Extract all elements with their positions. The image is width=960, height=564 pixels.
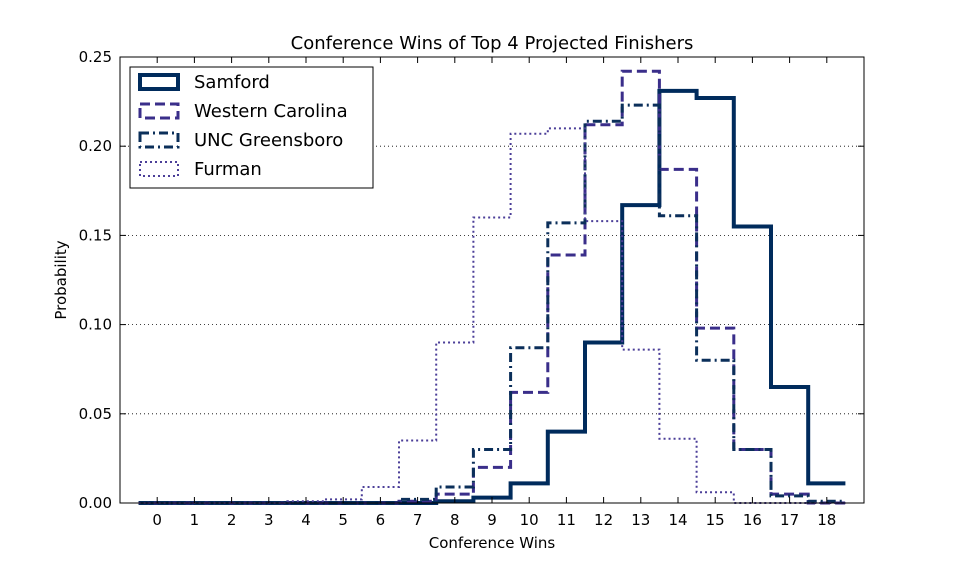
x-tick-label: 5 (338, 511, 348, 529)
legend-label: Furman (194, 159, 262, 180)
legend-swatch (139, 161, 179, 177)
x-tick-label: 11 (557, 511, 576, 529)
x-tick-label: 9 (487, 511, 497, 529)
tick-layer: 0 1 2 3 4 5 6 7 8 9 10 11 12 13 14 15 16 17 180.000.050.10… (79, 48, 864, 529)
x-axis-label: Conference Wins (429, 534, 556, 552)
x-tick-label: 2 (227, 511, 237, 529)
y-tick-label: 0.25 (79, 48, 112, 66)
x-tick-label: 15 (706, 511, 725, 529)
chart-title: Conference Wins of Top 4 Projected Finis… (291, 33, 694, 54)
x-tick-label: 12 (594, 511, 613, 529)
x-tick-label: 3 (264, 511, 274, 529)
x-tick-label: 16 (743, 511, 762, 529)
x-tick-label: 8 (450, 511, 460, 529)
y-tick-label: 0.10 (79, 316, 112, 334)
x-tick-label: 1 (190, 511, 200, 529)
x-tick-label: 10 (520, 511, 539, 529)
legend-swatch (138, 131, 180, 149)
x-tick-label: 18 (817, 511, 836, 529)
legend-label: UNC Greensboro (194, 130, 343, 151)
legend-label: Western Carolina (194, 101, 348, 122)
y-tick-label: 0.15 (79, 226, 112, 244)
x-tick-label: 14 (668, 511, 687, 529)
x-tick-label: 13 (631, 511, 650, 529)
x-tick-label: 4 (301, 511, 311, 529)
legend-swatch (138, 102, 180, 120)
x-tick-label: 0 (152, 511, 162, 529)
legend: Samford Western Carolina UNC Greensboro Fur… (129, 66, 374, 189)
legend-label: Samford (194, 72, 270, 93)
y-tick-label: 0.05 (79, 405, 112, 423)
y-tick-label: 0.20 (79, 137, 112, 155)
x-tick-label: 7 (413, 511, 423, 529)
y-axis-label: Probability (52, 240, 70, 319)
x-tick-label: 6 (376, 511, 386, 529)
legend-swatch (138, 73, 180, 91)
y-tick-label: 0.00 (79, 494, 112, 512)
x-tick-label: 17 (780, 511, 799, 529)
